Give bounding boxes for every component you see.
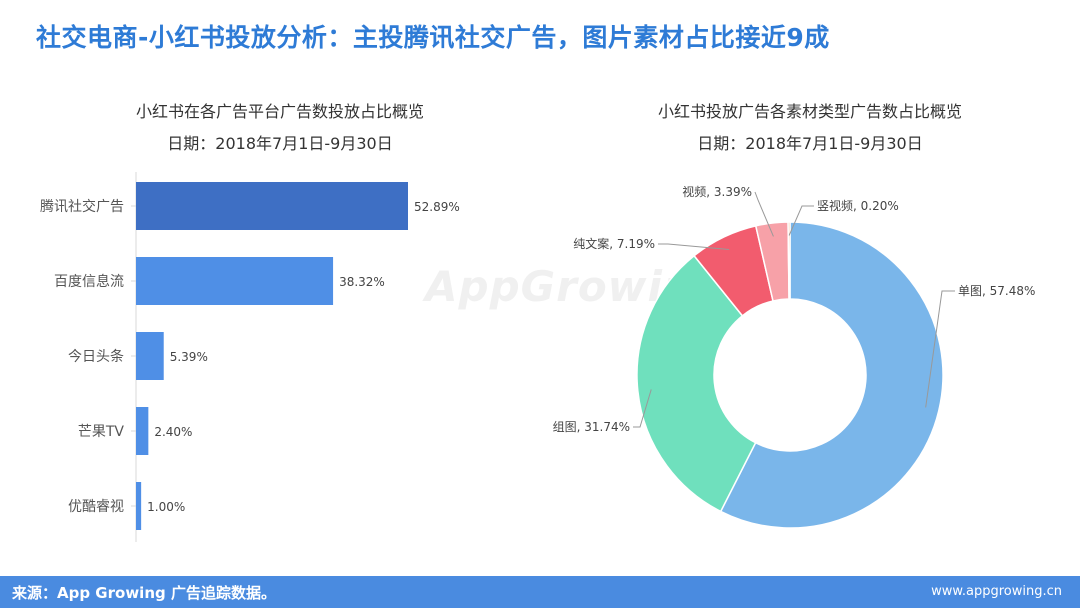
footer-source: 来源：App Growing 广告追踪数据。 [12,584,276,602]
donut-slice-label: 竖视频, 0.20% [817,198,899,213]
donut-slice-label: 单图, 57.48% [958,284,1035,298]
donut-leader-line [754,191,774,237]
bar [136,257,334,305]
bar-category-label: 百度信息流 [54,273,124,290]
pie-chart-title: 小红书投放广告各素材类型广告数占比概览 [657,102,962,121]
donut-leader-line [925,290,955,408]
bar [136,407,149,455]
donut-leader-line [633,389,652,428]
donut-chart: 单图, 57.48% 组图, 31.74% 纯文案, 7.19% 视频, 3.39% 竖… [553,184,1035,529]
donut-leader-line [788,205,814,236]
footer-bar: 来源：App Growing 广告追踪数据。 www.appgrowing.cn [0,576,1080,608]
bar [136,182,408,230]
bar [136,332,164,380]
bar-value-label: 52.89% [414,200,460,214]
donut-slice [787,221,791,300]
bar-category-label: 今日头条 [68,348,124,365]
bar-value-label: 1.00% [147,500,185,514]
bar-category-label: 芒果TV [78,424,125,440]
footer-website[interactable]: www.appgrowing.cn [931,584,1062,599]
donut-slice-label: 组图, 31.74% [553,420,630,434]
page-title: 社交电商-小红书投放分析：主投腾讯社交广告，图片素材占比接近9成 [36,23,830,52]
bar-category-label: 腾讯社交广告 [40,198,124,215]
bar-value-label: 38.32% [339,275,385,289]
donut-slice-label: 纯文案, 7.19% [573,236,655,251]
pie-chart-date: 日期：2018年7月1日-9月30日 [697,134,923,153]
bar-chart-date: 日期：2018年7月1日-9月30日 [167,134,393,153]
bar-chart-title: 小红书在各广告平台广告数投放占比概览 [135,102,424,121]
bar-value-label: 5.39% [170,350,208,364]
bar-chart: 腾讯社交广告 52.89% 百度信息流 38.32% 今日头条 5.39% 芒果TV 2.40… [40,172,460,542]
bar [136,482,142,530]
donut-slice [719,221,944,529]
donut-slice-label: 视频, 3.39% [682,184,752,199]
donut-slice [636,254,757,513]
bar-value-label: 2.40% [154,425,192,439]
bar-category-label: 优酷睿视 [68,499,124,515]
donut-leader-line [658,243,730,250]
